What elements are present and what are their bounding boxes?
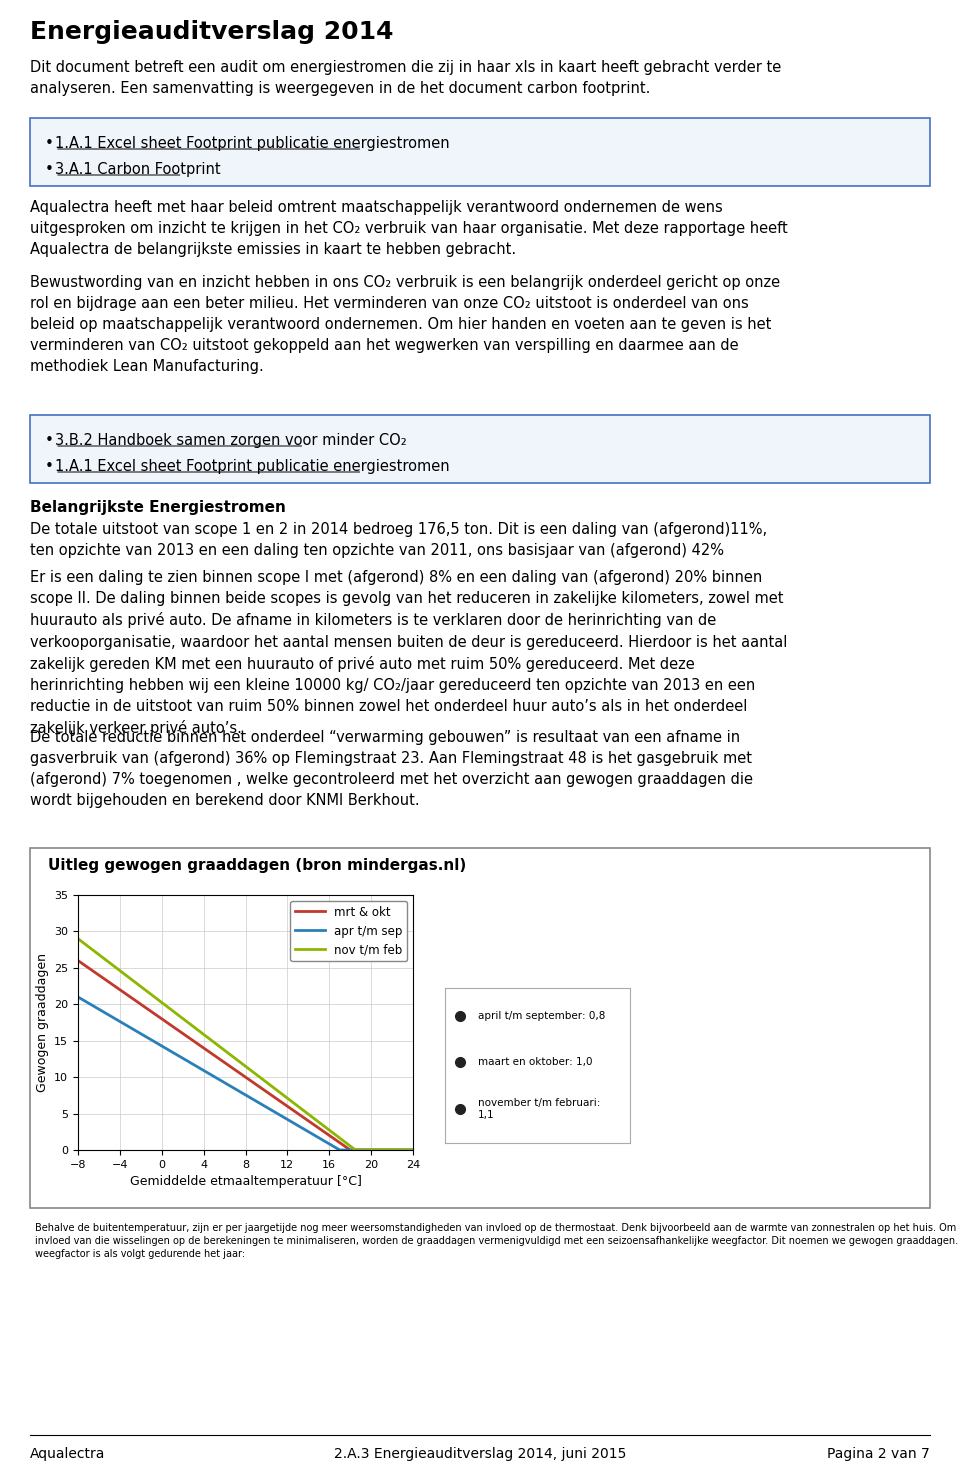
mrt & okt	[271, 1089, 282, 1107]
nov t/m feb	[72, 930, 84, 947]
apr t/m sep	[334, 1141, 346, 1159]
Text: april t/m september: 0,8: april t/m september: 0,8	[478, 1011, 606, 1021]
Text: Uitleg gewogen graaddagen (bron mindergas.nl): Uitleg gewogen graaddagen (bron minderga…	[48, 859, 467, 873]
Text: Belangrijkste Energiestromen: Belangrijkste Energiestromen	[30, 500, 286, 514]
Text: Bewustwording van en inzicht hebben in ons CO₂ verbruik is een belangrijk onderd: Bewustwording van en inzicht hebben in o…	[30, 275, 780, 374]
mrt & okt	[272, 1091, 283, 1108]
Line: nov t/m feb: nov t/m feb	[78, 939, 413, 1150]
Y-axis label: Gewogen graaddagen: Gewogen graaddagen	[36, 953, 49, 1092]
apr t/m sep	[407, 1141, 419, 1159]
mrt & okt	[356, 1141, 368, 1159]
Text: •: •	[45, 136, 54, 151]
Text: Pagina 2 van 7: Pagina 2 van 7	[828, 1447, 930, 1460]
Text: 1.A.1 Excel sheet Footprint publicatie energiestromen: 1.A.1 Excel sheet Footprint publicatie e…	[55, 460, 449, 474]
Text: De totale reductie binnen het onderdeel “verwarming gebouwen” is resultaat van e: De totale reductie binnen het onderdeel …	[30, 730, 753, 808]
apr t/m sep	[272, 1104, 283, 1122]
Legend: mrt & okt, apr t/m sep, nov t/m feb: mrt & okt, apr t/m sep, nov t/m feb	[290, 902, 407, 961]
apr t/m sep	[271, 1104, 282, 1122]
nov t/m feb	[350, 1141, 362, 1159]
nov t/m feb	[277, 1086, 289, 1104]
Text: Dit document betreft een audit om energiestromen die zij in haar xls in kaart he: Dit document betreft een audit om energi…	[30, 61, 781, 96]
FancyBboxPatch shape	[30, 118, 930, 186]
X-axis label: Gemiddelde etmaaltemperatuur [°C]: Gemiddelde etmaaltemperatuur [°C]	[130, 1175, 361, 1188]
nov t/m feb	[73, 931, 84, 949]
nov t/m feb	[271, 1080, 282, 1098]
Text: 3.B.2 Handboek samen zorgen voor minder CO₂: 3.B.2 Handboek samen zorgen voor minder …	[55, 433, 407, 448]
Text: maart en oktober: 1,0: maart en oktober: 1,0	[478, 1057, 592, 1067]
Text: De totale uitstoot van scope 1 en 2 in 2014 bedroeg 176,5 ton. Dit is een daling: De totale uitstoot van scope 1 en 2 in 2…	[30, 522, 767, 559]
nov t/m feb	[377, 1141, 389, 1159]
nov t/m feb	[356, 1141, 368, 1159]
Text: Energieauditverslag 2014: Energieauditverslag 2014	[30, 21, 394, 44]
Text: Aqualectra: Aqualectra	[30, 1447, 106, 1460]
FancyBboxPatch shape	[30, 848, 930, 1208]
apr t/m sep	[72, 989, 84, 1007]
apr t/m sep	[73, 989, 84, 1007]
Text: 3.A.1 Carbon Footprint: 3.A.1 Carbon Footprint	[55, 163, 221, 177]
Line: mrt & okt: mrt & okt	[78, 961, 413, 1150]
apr t/m sep	[356, 1141, 368, 1159]
Text: 2.A.3 Energieauditverslag 2014, juni 2015: 2.A.3 Energieauditverslag 2014, juni 201…	[334, 1447, 626, 1460]
Text: Behalve de buitentemperatuur, zijn er per jaargetijde nog meer weersomstandighed: Behalve de buitentemperatuur, zijn er pe…	[35, 1222, 960, 1259]
Text: •: •	[45, 433, 54, 448]
mrt & okt	[345, 1141, 356, 1159]
FancyBboxPatch shape	[30, 415, 930, 483]
mrt & okt	[277, 1094, 289, 1111]
Text: 1.A.1 Excel sheet Footprint publicatie energiestromen: 1.A.1 Excel sheet Footprint publicatie e…	[55, 136, 449, 151]
mrt & okt	[407, 1141, 419, 1159]
apr t/m sep	[377, 1141, 389, 1159]
nov t/m feb	[407, 1141, 419, 1159]
Line: apr t/m sep: apr t/m sep	[78, 998, 413, 1150]
Text: Er is een daling te zien binnen scope I met (afgerond) 8% en een daling van (afg: Er is een daling te zien binnen scope I …	[30, 571, 787, 736]
nov t/m feb	[272, 1082, 283, 1100]
Text: Aqualectra heeft met haar beleid omtrent maatschappelijk verantwoord ondernemen : Aqualectra heeft met haar beleid omtrent…	[30, 200, 788, 257]
mrt & okt	[73, 952, 84, 970]
mrt & okt	[377, 1141, 389, 1159]
Text: •: •	[45, 163, 54, 177]
Text: november t/m februari:
1,1: november t/m februari: 1,1	[478, 1098, 601, 1120]
mrt & okt	[72, 952, 84, 970]
Text: •: •	[45, 460, 54, 474]
apr t/m sep	[277, 1108, 289, 1126]
